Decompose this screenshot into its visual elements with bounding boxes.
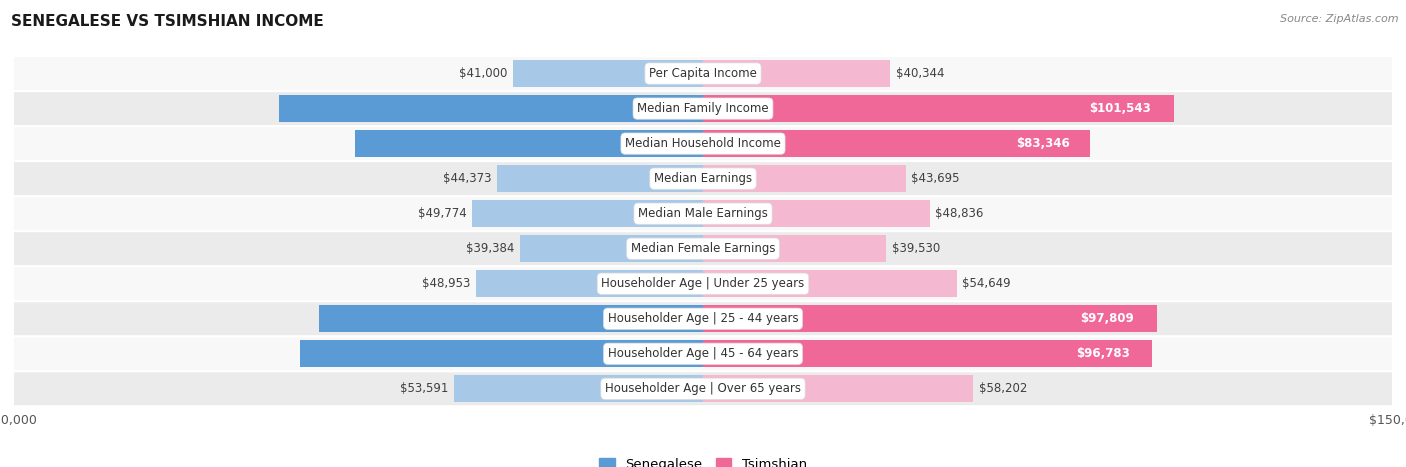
Text: Median Female Earnings: Median Female Earnings xyxy=(631,242,775,255)
Text: $74,999: $74,999 xyxy=(686,137,740,150)
Text: $49,774: $49,774 xyxy=(418,207,467,220)
Bar xyxy=(703,305,1157,332)
Bar xyxy=(703,95,1174,122)
Bar xyxy=(498,165,703,192)
Text: Median Family Income: Median Family Income xyxy=(637,102,769,115)
FancyBboxPatch shape xyxy=(14,267,1392,300)
Text: SENEGALESE VS TSIMSHIAN INCOME: SENEGALESE VS TSIMSHIAN INCOME xyxy=(11,14,323,29)
Text: $54,649: $54,649 xyxy=(962,277,1011,290)
Bar xyxy=(703,60,890,87)
Text: $83,346: $83,346 xyxy=(1017,137,1070,150)
Bar xyxy=(703,130,1090,157)
Text: $86,897: $86,897 xyxy=(683,347,737,360)
Legend: Senegalese, Tsimshian: Senegalese, Tsimshian xyxy=(593,453,813,467)
Bar xyxy=(356,130,703,157)
Bar xyxy=(703,165,905,192)
Text: $48,953: $48,953 xyxy=(422,277,470,290)
Text: Median Household Income: Median Household Income xyxy=(626,137,780,150)
Text: Per Capita Income: Per Capita Income xyxy=(650,67,756,80)
Bar xyxy=(299,340,703,367)
Bar xyxy=(454,375,703,402)
Text: $48,836: $48,836 xyxy=(935,207,984,220)
Text: $39,384: $39,384 xyxy=(467,242,515,255)
FancyBboxPatch shape xyxy=(14,92,1392,125)
Bar xyxy=(520,235,703,262)
Text: $40,344: $40,344 xyxy=(896,67,945,80)
FancyBboxPatch shape xyxy=(14,57,1392,90)
Text: $101,543: $101,543 xyxy=(1088,102,1150,115)
Bar xyxy=(703,340,1152,367)
Text: $53,591: $53,591 xyxy=(401,382,449,395)
FancyBboxPatch shape xyxy=(14,302,1392,335)
Text: $82,852: $82,852 xyxy=(683,312,738,325)
FancyBboxPatch shape xyxy=(14,232,1392,265)
Bar xyxy=(319,305,703,332)
Text: Householder Age | Over 65 years: Householder Age | Over 65 years xyxy=(605,382,801,395)
Bar xyxy=(703,235,886,262)
FancyBboxPatch shape xyxy=(14,197,1392,230)
Text: $39,530: $39,530 xyxy=(891,242,941,255)
Bar xyxy=(703,270,956,297)
Text: Householder Age | Under 25 years: Householder Age | Under 25 years xyxy=(602,277,804,290)
Text: Householder Age | 25 - 44 years: Householder Age | 25 - 44 years xyxy=(607,312,799,325)
Text: Median Male Earnings: Median Male Earnings xyxy=(638,207,768,220)
Bar xyxy=(278,95,703,122)
Text: $43,695: $43,695 xyxy=(911,172,960,185)
Text: $91,475: $91,475 xyxy=(682,102,735,115)
Bar xyxy=(472,200,703,227)
Text: $97,809: $97,809 xyxy=(1080,312,1135,325)
Bar xyxy=(513,60,703,87)
Bar xyxy=(703,375,973,402)
Text: Median Earnings: Median Earnings xyxy=(654,172,752,185)
Text: $96,783: $96,783 xyxy=(1076,347,1129,360)
Text: $41,000: $41,000 xyxy=(458,67,508,80)
FancyBboxPatch shape xyxy=(14,127,1392,160)
Bar xyxy=(475,270,703,297)
Text: Householder Age | 45 - 64 years: Householder Age | 45 - 64 years xyxy=(607,347,799,360)
FancyBboxPatch shape xyxy=(14,337,1392,370)
FancyBboxPatch shape xyxy=(14,372,1392,405)
Bar xyxy=(703,200,929,227)
Text: Source: ZipAtlas.com: Source: ZipAtlas.com xyxy=(1281,14,1399,24)
FancyBboxPatch shape xyxy=(14,162,1392,195)
Text: $44,373: $44,373 xyxy=(443,172,492,185)
Text: $58,202: $58,202 xyxy=(979,382,1026,395)
